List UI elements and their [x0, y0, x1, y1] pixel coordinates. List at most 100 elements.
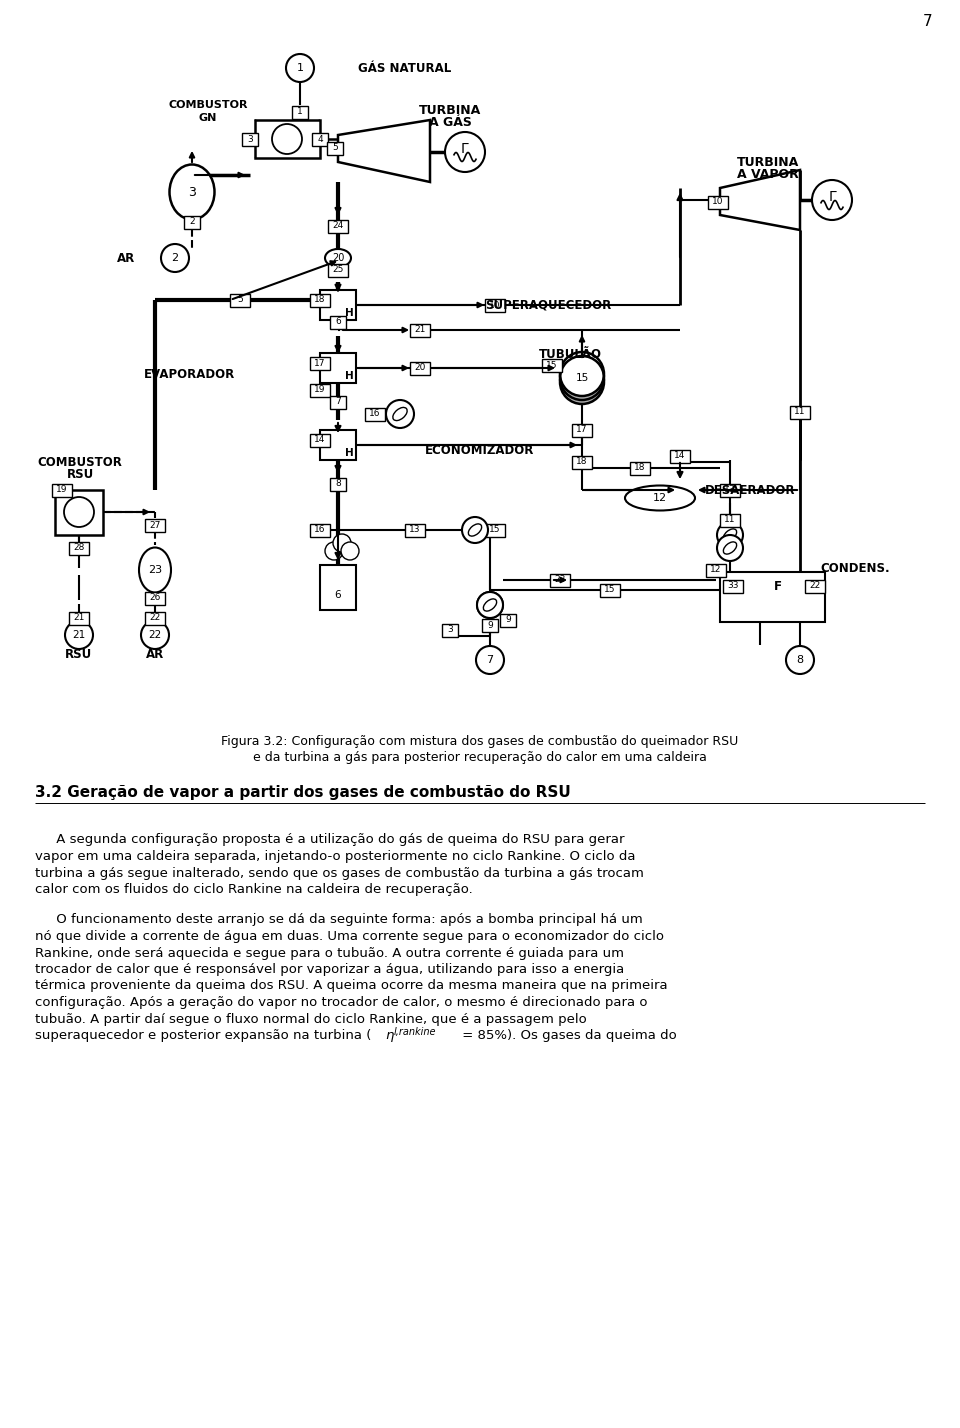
Bar — [320, 290, 356, 320]
Text: 18: 18 — [635, 464, 646, 473]
Bar — [330, 316, 346, 328]
Bar — [542, 358, 562, 371]
Bar — [572, 424, 592, 437]
Bar — [485, 298, 505, 311]
Text: 20: 20 — [415, 364, 425, 373]
Text: 6: 6 — [335, 590, 342, 600]
Text: 5: 5 — [237, 296, 243, 304]
Ellipse shape — [468, 524, 482, 536]
Text: 3: 3 — [247, 134, 252, 143]
Circle shape — [333, 534, 351, 553]
Text: 23: 23 — [148, 565, 162, 575]
Text: GÁS NATURAL: GÁS NATURAL — [358, 61, 451, 74]
Text: O funcionamento deste arranjo se dá da seguinte forma: após a bomba principal há: O funcionamento deste arranjo se dá da s… — [35, 914, 643, 927]
Text: 18: 18 — [314, 296, 325, 304]
Text: CONDENS.: CONDENS. — [820, 561, 890, 574]
Text: calor com os fluidos do ciclo Rankine na caldeira de recuperação.: calor com os fluidos do ciclo Rankine na… — [35, 883, 472, 895]
Bar — [405, 524, 425, 537]
Circle shape — [717, 536, 743, 561]
Text: 3: 3 — [188, 186, 196, 198]
Text: 4: 4 — [317, 134, 323, 143]
Text: 13: 13 — [724, 486, 735, 494]
Ellipse shape — [325, 248, 351, 267]
Circle shape — [272, 124, 302, 154]
Text: 10: 10 — [712, 197, 724, 207]
Text: vapor em uma caldeira separada, injetando-o posteriormente no ciclo Rankine. O c: vapor em uma caldeira separada, injetand… — [35, 850, 636, 863]
Circle shape — [161, 244, 189, 271]
Text: EVAPORADOR: EVAPORADOR — [144, 368, 235, 381]
Text: SUPERAQUECEDOR: SUPERAQUECEDOR — [485, 298, 612, 311]
Bar — [330, 396, 346, 408]
Text: 15: 15 — [490, 526, 501, 534]
Bar — [320, 353, 356, 383]
Ellipse shape — [723, 528, 736, 541]
Text: Γ: Γ — [828, 190, 836, 204]
Bar — [310, 294, 330, 307]
Bar — [327, 141, 343, 154]
Ellipse shape — [625, 486, 695, 510]
Bar — [255, 120, 320, 159]
Circle shape — [386, 400, 414, 428]
Text: 12: 12 — [710, 565, 722, 574]
Text: turbina a gás segue inalterado, sendo que os gases de combustão da turbina a gás: turbina a gás segue inalterado, sendo qu… — [35, 867, 644, 880]
Circle shape — [64, 497, 94, 527]
Text: 2: 2 — [172, 253, 179, 263]
Text: 9: 9 — [487, 621, 492, 630]
Circle shape — [65, 621, 93, 648]
Text: 9: 9 — [505, 615, 511, 624]
Text: H: H — [345, 371, 353, 381]
Text: 15: 15 — [575, 373, 588, 383]
Bar — [310, 524, 330, 537]
Text: 10: 10 — [490, 300, 501, 310]
Bar — [550, 574, 570, 587]
Text: RSU: RSU — [65, 648, 92, 661]
Text: 25: 25 — [332, 266, 344, 274]
Text: RSU: RSU — [66, 468, 94, 481]
Text: 1: 1 — [298, 107, 302, 117]
Text: configuração. Após a geração do vapor no trocador de calor, o mesmo é direcionad: configuração. Após a geração do vapor no… — [35, 995, 647, 1010]
Bar — [572, 456, 592, 468]
Bar — [328, 264, 348, 277]
Text: Figura 3.2: Configuração com mistura dos gases de combustão do queimador RSU: Figura 3.2: Configuração com mistura dos… — [222, 735, 738, 748]
Text: 3: 3 — [447, 625, 453, 634]
Text: 1: 1 — [297, 63, 303, 73]
Bar — [230, 294, 250, 307]
Bar — [145, 591, 165, 604]
Text: COMBUSTOR: COMBUSTOR — [37, 456, 123, 468]
Text: 21: 21 — [73, 614, 84, 623]
Text: 22: 22 — [149, 630, 161, 640]
Bar — [145, 518, 165, 531]
Text: 21: 21 — [72, 630, 85, 640]
Bar — [600, 584, 620, 597]
Text: 17: 17 — [576, 426, 588, 434]
Text: superaquecedor e posterior expansão na turbina (: superaquecedor e posterior expansão na t… — [35, 1030, 372, 1042]
Text: e da turbina a gás para posterior recuperação do calor em uma caldeira: e da turbina a gás para posterior recupe… — [253, 751, 707, 764]
Text: ECONOMIZADOR: ECONOMIZADOR — [425, 444, 535, 457]
Bar — [670, 450, 690, 463]
Text: nó que divide a corrente de água em duas. Uma corrente segue para o economizador: nó que divide a corrente de água em duas… — [35, 930, 664, 942]
Polygon shape — [720, 170, 800, 230]
Bar — [184, 216, 200, 228]
Circle shape — [560, 360, 604, 404]
Bar — [292, 106, 308, 119]
Text: 3.2 Geração de vapor a partir dos gases de combustão do RSU: 3.2 Geração de vapor a partir dos gases … — [35, 785, 571, 801]
Text: TURBINA: TURBINA — [737, 156, 799, 169]
Bar — [328, 220, 348, 233]
Ellipse shape — [483, 598, 496, 611]
Text: F: F — [774, 580, 782, 593]
Ellipse shape — [483, 598, 496, 611]
Bar — [706, 564, 726, 577]
Text: 14: 14 — [674, 451, 685, 460]
Bar — [708, 196, 728, 208]
Circle shape — [812, 180, 852, 220]
Bar — [485, 524, 505, 537]
Bar — [630, 461, 650, 474]
Text: 28: 28 — [73, 544, 84, 553]
Ellipse shape — [170, 164, 214, 220]
Polygon shape — [338, 120, 430, 181]
Ellipse shape — [723, 541, 736, 554]
Text: GN: GN — [199, 113, 217, 123]
Circle shape — [560, 351, 604, 396]
Circle shape — [445, 131, 485, 171]
Text: térmica proveniente da queima dos RSU. A queima ocorre da mesma maneira que na p: térmica proveniente da queima dos RSU. A… — [35, 980, 667, 992]
